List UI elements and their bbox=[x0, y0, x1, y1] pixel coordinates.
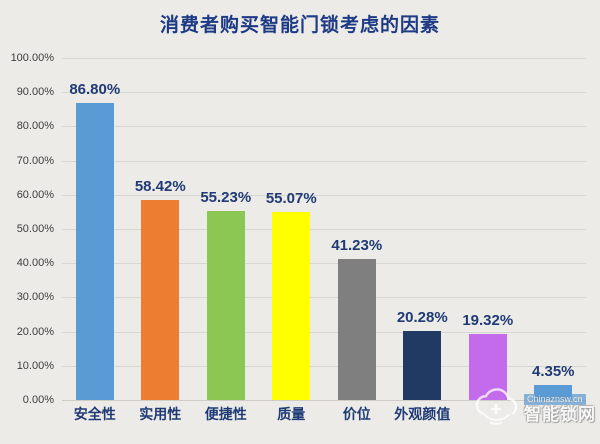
gridline bbox=[62, 160, 586, 162]
chart-title: 消费者购买智能门锁考虑的因素 bbox=[159, 15, 440, 36]
bar-value-label: 19.32% bbox=[462, 311, 514, 329]
y-axis-tick-label: 10.00% bbox=[16, 359, 54, 372]
bar-value-label: 41.23% bbox=[331, 237, 383, 254]
bar-value-label: 4.35% bbox=[531, 363, 575, 381]
bar bbox=[206, 211, 245, 400]
watermark: Chinaznsw.cn 智能锁网 bbox=[470, 384, 596, 434]
watermark-texts: Chinaznsw.cn 智能锁网 bbox=[524, 393, 596, 425]
bar bbox=[337, 259, 376, 400]
gridline bbox=[62, 92, 586, 94]
x-axis-label: 价位 bbox=[342, 406, 371, 422]
y-axis-tick-label: 100.00% bbox=[10, 52, 54, 64]
y-axis-tick-label: 90.00% bbox=[16, 86, 54, 99]
x-axis-label: 便捷性 bbox=[204, 406, 247, 422]
x-axis-label: 实用性 bbox=[139, 406, 182, 422]
bar-slot: 55.23% bbox=[193, 58, 259, 400]
y-axis-tick-label: 70.00% bbox=[16, 154, 54, 167]
y-axis-tick-label: 50.00% bbox=[16, 223, 54, 235]
x-axis-label: 外观颜值 bbox=[394, 406, 451, 422]
y-axis-tick-label: 40.00% bbox=[16, 257, 54, 270]
plot-area: 86.80% 58.42% 55.23% 55.07% 41.23% 20.28% 19.3… bbox=[62, 58, 587, 401]
bar bbox=[75, 103, 114, 400]
y-axis-tick-label: 80.00% bbox=[16, 120, 54, 133]
bar bbox=[141, 200, 180, 400]
watermark-url: Chinaznsw.cn bbox=[524, 393, 586, 405]
bar-slot: 4.35% bbox=[521, 58, 587, 400]
y-axis-tick-label: 30.00% bbox=[16, 291, 54, 304]
bar-slot: 19.32% bbox=[455, 58, 521, 400]
y-axis-tick-label: 20.00% bbox=[16, 325, 54, 338]
gridline bbox=[62, 297, 586, 299]
gridline bbox=[62, 365, 586, 367]
bar-slot: 20.28% bbox=[390, 58, 456, 400]
bar-slot: 58.42% bbox=[128, 58, 194, 400]
gridline bbox=[62, 400, 586, 401]
gridline bbox=[62, 58, 586, 59]
watermark-sitename: 智能锁网 bbox=[524, 404, 596, 424]
bar bbox=[272, 211, 311, 400]
gridline bbox=[62, 331, 586, 333]
bar-slot: 55.07% bbox=[259, 58, 325, 400]
gridline bbox=[62, 126, 586, 128]
gridline bbox=[62, 229, 586, 230]
x-axis-label: 安全性 bbox=[73, 406, 116, 422]
bar-value-label: 86.80% bbox=[69, 81, 121, 99]
x-axis-labels: 安全性 实用性 便捷性 质量 价位 外观颜值 bbox=[62, 404, 586, 428]
cloud-lock-logo-icon bbox=[475, 388, 518, 425]
x-axis-label: 质量 bbox=[277, 406, 306, 422]
y-axis-tick-label: 60.00% bbox=[16, 188, 54, 201]
bar bbox=[403, 330, 442, 400]
bar-slot: 86.80% bbox=[62, 58, 128, 400]
bar-value-label: 55.07% bbox=[265, 189, 317, 207]
bar-value-label: 58.42% bbox=[134, 178, 186, 196]
bar-slot: 41.23% bbox=[324, 58, 390, 400]
bar-value-label: 20.28% bbox=[396, 308, 448, 326]
gridline bbox=[62, 194, 586, 196]
bar-value-label: 55.23% bbox=[200, 189, 252, 207]
y-axis-tick-label: 0.00% bbox=[22, 394, 54, 406]
gridline bbox=[62, 263, 586, 265]
y-axis-tick-labels: 100.00% 90.00% 80.00% 70.00% 60.00% 50.00% 40.… bbox=[0, 52, 56, 406]
